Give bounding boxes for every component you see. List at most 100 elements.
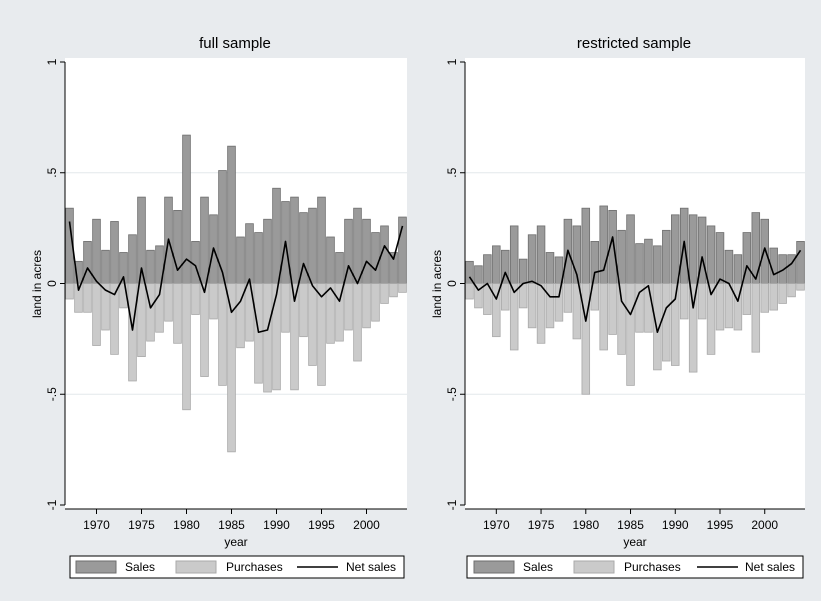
purchases-bar [353, 283, 362, 362]
x-tick-label: 1995 [308, 518, 335, 532]
purchases-bar [509, 283, 519, 351]
purchases-bar [653, 283, 662, 371]
y-axis-label-restricted-sample: land in acres [430, 250, 444, 318]
panel-title-restricted-sample: restricted sample [577, 35, 691, 52]
purchases-bar [146, 283, 155, 342]
purchases-bar [101, 283, 110, 331]
purchases-bar [83, 283, 92, 313]
sales-bar [724, 249, 734, 284]
y-tick-label: -.5 [445, 387, 459, 401]
x-tick-label: 1975 [128, 518, 155, 532]
sales-bar [599, 205, 608, 284]
sales-bar [83, 241, 92, 284]
legend-swatch-sales [75, 560, 117, 574]
purchases-bar [572, 283, 582, 340]
sales-bar [662, 229, 671, 284]
legend-frame [69, 555, 405, 579]
purchases-bar [474, 283, 483, 309]
sales-bar [362, 218, 371, 284]
sales-bar [236, 236, 245, 284]
purchases-bar [644, 283, 653, 333]
purchases-bar [137, 283, 146, 357]
sales-bar [200, 196, 209, 284]
purchases-bar [164, 283, 173, 322]
purchases-bar [398, 283, 407, 293]
x-tick-label: 1985 [218, 518, 245, 532]
purchases-bar [617, 283, 626, 355]
legend-frame [466, 555, 804, 579]
purchases-bar [74, 283, 83, 313]
y-tick-label: .5 [445, 167, 459, 177]
purchases-bar [182, 283, 191, 411]
purchases-bar [527, 283, 537, 329]
sales-bar [245, 223, 254, 284]
purchases-bar [191, 283, 200, 315]
sales-bar [733, 254, 743, 284]
legend-swatch-purchases [573, 560, 615, 574]
purchases-bar [635, 283, 644, 333]
purchases-bar [742, 283, 752, 315]
purchases-bar [760, 283, 769, 313]
purchases-bar [263, 283, 272, 393]
sales-bar [688, 214, 698, 284]
sales-bar [326, 236, 335, 284]
purchases-bar [554, 283, 564, 322]
sales-bar [715, 232, 725, 284]
sales-bar [545, 252, 555, 284]
purchases-bar [706, 283, 716, 355]
legend-label-net-sales: Net sales [745, 560, 795, 574]
purchases-bar [344, 283, 353, 331]
y-tick-label: -1 [445, 499, 459, 510]
purchases-bar [581, 283, 591, 395]
x-axis-label-full-sample: year [224, 535, 247, 549]
purchases-bar [536, 283, 546, 344]
sales-bar [173, 209, 182, 284]
purchases-bar [218, 283, 227, 386]
purchases-bar [662, 283, 671, 362]
purchases-bar [671, 283, 680, 366]
y-tick-label: 0 [45, 280, 59, 287]
purchases-bar [697, 283, 707, 320]
purchases-bar [308, 283, 317, 366]
legend-restricted-sample: Sales Purchases Net sales [466, 555, 804, 579]
purchases-bar [155, 283, 164, 333]
x-tick-label: 1990 [662, 518, 689, 532]
x-tick-label: 2000 [751, 518, 778, 532]
x-tick-label: 1995 [707, 518, 734, 532]
x-tick-label: 1985 [617, 518, 644, 532]
purchases-bar [563, 283, 573, 313]
purchases-bar [299, 283, 308, 338]
x-tick-label: 1970 [483, 518, 510, 532]
purchases-bar [335, 283, 344, 342]
sales-bar [760, 218, 769, 284]
sales-bar [254, 232, 263, 284]
sales-bar [191, 241, 200, 284]
legend-label-sales: Sales [125, 560, 155, 574]
sales-bar [101, 249, 110, 284]
sales-bar [527, 234, 537, 284]
sales-bar [353, 207, 362, 284]
sales-bar [509, 225, 519, 284]
x-tick-label: 1980 [173, 518, 200, 532]
y-tick-label: -.5 [45, 387, 59, 401]
purchases-bar [317, 283, 326, 386]
sales-bar [146, 249, 155, 284]
purchases-bar [236, 283, 245, 349]
purchases-bar [371, 283, 380, 322]
panel-full-sample: -1 -.5 0 .5 1 1970 1975 1980 1985 1990 1995 2000 [45, 58, 407, 532]
sales-bar [644, 238, 653, 284]
sales-bar [308, 207, 317, 284]
y-tick-label: -1 [45, 499, 59, 510]
purchases-bar [796, 283, 805, 291]
legend-swatch-sales [473, 560, 515, 574]
purchases-bar [380, 283, 389, 304]
purchases-bar [751, 283, 761, 353]
purchases-bar [173, 283, 182, 344]
purchases-bar [92, 283, 101, 346]
purchases-bar [688, 283, 698, 373]
y-tick-label: 1 [445, 58, 459, 65]
purchases-bar [227, 283, 236, 453]
sales-bar [653, 245, 662, 284]
sales-bar [751, 212, 761, 284]
